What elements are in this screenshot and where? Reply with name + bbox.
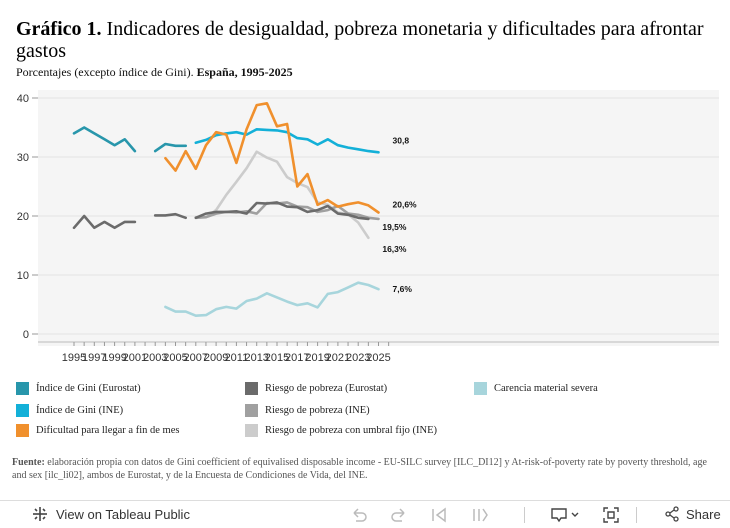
title-text: Indicadores de desigualdad, pobreza mone… — [16, 18, 704, 62]
x-tick-label: 2025 — [366, 352, 390, 364]
series-line[interactable] — [153, 142, 187, 153]
tableau-logo-icon — [33, 507, 47, 521]
source-text: elaboración propia con datos de Gini coe… — [12, 457, 707, 481]
revert-icon[interactable] — [430, 506, 448, 524]
y-tick-label: 40 — [17, 93, 29, 105]
legend-swatch — [474, 382, 487, 395]
end-value-label: 16,3% — [382, 244, 407, 254]
end-value-label: 20,6% — [393, 199, 418, 209]
end-labels: 30,8 20,6% 19,5% 16,3% 7,6% — [382, 135, 417, 294]
x-tick-label: 2023 — [346, 352, 370, 364]
share-button[interactable]: Share — [664, 506, 721, 522]
chart-title: Gráfico 1. Indicadores de desigualdad, p… — [16, 18, 706, 62]
legend-swatch — [245, 424, 258, 437]
series-line[interactable] — [72, 214, 137, 230]
series-line[interactable] — [153, 212, 187, 220]
legend-item-pobreza-umbral-fijo[interactable]: Riesgo de pobreza con umbral fijo (INE) — [245, 424, 437, 437]
x-tick-label: 2013 — [244, 352, 268, 364]
legend-item-gini-ine[interactable]: Índice de Gini (INE) — [16, 404, 123, 417]
y-tick-label: 10 — [17, 270, 29, 282]
title-number: Gráfico 1. — [16, 18, 102, 40]
legend-label: Índice de Gini (Eurostat) — [36, 383, 141, 394]
series-line[interactable] — [194, 201, 370, 221]
legend-label: Índice de Gini (INE) — [36, 405, 124, 416]
series-lines — [72, 102, 380, 317]
x-tick-label: 2015 — [265, 352, 289, 364]
redo-icon[interactable] — [390, 506, 408, 524]
y-tick-label: 30 — [17, 152, 29, 164]
x-tick-label: 2007 — [184, 352, 208, 364]
series-line[interactable] — [164, 281, 380, 317]
x-tick-label: 1997 — [82, 352, 106, 364]
legend-label: Riesgo de pobreza con umbral fijo (INE) — [265, 425, 438, 436]
legend-item-pobreza-ine[interactable]: Riesgo de pobreza (INE) — [245, 404, 370, 417]
legend-swatch — [16, 404, 29, 417]
share-label: Share — [686, 506, 721, 522]
x-tick-label: 1999 — [102, 352, 126, 364]
x-tick-label: 2011 — [225, 352, 249, 364]
legend-label: Riesgo de pobreza (INE) — [265, 405, 370, 416]
chart-subtitle: Porcentajes (excepto índice de Gini). Es… — [16, 65, 706, 80]
toolbar-divider — [636, 507, 637, 523]
legend-item-pobreza-eurostat[interactable]: Riesgo de pobreza (Eurostat) — [245, 382, 387, 395]
legend-label: Dificultad para llegar a fin de mes — [36, 425, 180, 436]
x-tick-label: 2005 — [163, 352, 187, 364]
legend-swatch — [245, 404, 258, 417]
series-line[interactable] — [72, 126, 137, 153]
x-tick-label: 2021 — [326, 352, 350, 364]
pause-icon[interactable] — [470, 506, 488, 524]
share-icon — [665, 506, 679, 522]
toolbar-divider — [524, 507, 525, 523]
x-axis: 1995199719992001200320052007200920112013… — [38, 341, 719, 364]
y-tick-label: 20 — [17, 211, 29, 223]
x-tick-label: 2001 — [123, 352, 147, 364]
x-tick-label: 2017 — [285, 352, 309, 364]
x-tick-label: 2003 — [143, 352, 167, 364]
view-on-tableau-link[interactable]: View on Tableau Public — [32, 506, 190, 522]
legend-swatch — [16, 382, 29, 395]
legend: Índice de Gini (Eurostat) Índice de Gini… — [16, 382, 716, 442]
y-tick-label: 0 — [23, 329, 29, 341]
tableau-toolbar: View on Tableau Public Share — [0, 500, 730, 528]
legend-label: Carencia material severa — [494, 383, 598, 394]
subtitle-scope: España, 1995-2025 — [196, 65, 293, 79]
subtitle-text: Porcentajes (excepto índice de Gini). — [16, 65, 194, 79]
download-icon[interactable] — [550, 506, 568, 524]
source-label: Fuente: — [12, 457, 45, 468]
legend-swatch — [16, 424, 29, 437]
view-on-tableau-label: View on Tableau Public — [56, 506, 190, 522]
x-tick-label: 2019 — [305, 352, 329, 364]
legend-item-fin-de-mes[interactable]: Dificultad para llegar a fin de mes — [16, 424, 179, 437]
end-value-label: 30,8 — [393, 135, 410, 145]
grid-lines — [38, 97, 719, 335]
end-value-label: 19,5% — [382, 222, 407, 232]
fullscreen-icon[interactable] — [602, 506, 620, 524]
legend-swatch — [245, 382, 258, 395]
chevron-down-icon[interactable] — [570, 506, 580, 524]
legend-label: Riesgo de pobreza (Eurostat) — [265, 383, 388, 394]
source-note: Fuente: elaboración propia con datos de … — [12, 456, 712, 482]
legend-item-gini-eurostat[interactable]: Índice de Gini (Eurostat) — [16, 382, 141, 395]
legend-item-carencia-material[interactable]: Carencia material severa — [474, 382, 598, 395]
series-line[interactable] — [164, 102, 380, 214]
x-tick-label: 2009 — [204, 352, 228, 364]
undo-icon[interactable] — [350, 506, 368, 524]
title-block: Gráfico 1. Indicadores de desigualdad, p… — [16, 18, 706, 80]
y-axis: 0 10 20 30 40 — [17, 93, 38, 341]
end-value-label: 7,6% — [393, 284, 413, 294]
x-tick-label: 1995 — [62, 352, 86, 364]
